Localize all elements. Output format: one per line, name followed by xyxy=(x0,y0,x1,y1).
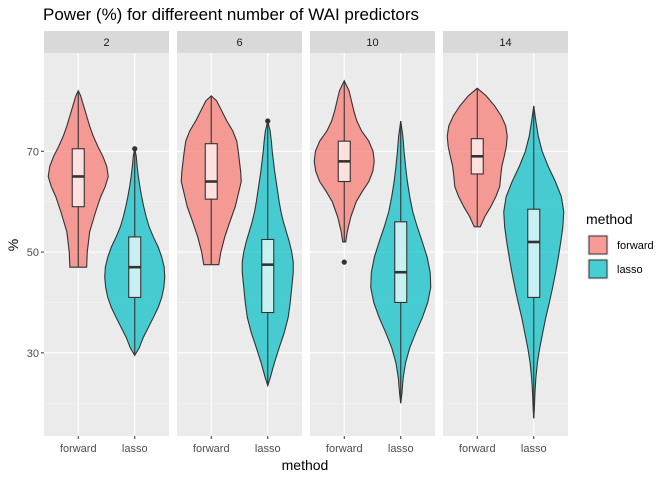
facet-panels: 2 forward lasso 6 forward lasso 10 forward lasso… xyxy=(44,31,568,455)
facet-panel-2: 2 forward lasso xyxy=(44,31,169,455)
chart-title: Power (%) for differeent number of WAI p… xyxy=(43,5,419,24)
outlier-point xyxy=(265,118,271,124)
x-tick-label: forward xyxy=(326,443,363,455)
boxplot-box xyxy=(394,221,408,304)
x-tick-label: forward xyxy=(60,443,97,455)
facet-panel-10: 10 forward lasso xyxy=(310,31,435,455)
y-tick-label: 30 xyxy=(27,348,39,360)
legend-key-forward xyxy=(588,235,608,255)
x-axis-title: method xyxy=(282,457,329,473)
facet-strip xyxy=(177,31,302,53)
legend-label-forward: forward xyxy=(617,240,654,252)
x-tick-label: lasso xyxy=(521,443,547,455)
facet-strip-label: 6 xyxy=(236,37,242,49)
facet-panel-6: 6 forward lasso xyxy=(177,31,302,455)
outlier-point xyxy=(132,146,138,152)
legend-title: method xyxy=(586,211,633,227)
x-tick-label: forward xyxy=(459,443,496,455)
outlier-point xyxy=(341,259,347,265)
facet-strip-label: 2 xyxy=(103,37,109,49)
boxplot-box xyxy=(527,208,541,298)
facet-strip xyxy=(44,31,169,53)
y-axis: 30 50 70 xyxy=(27,146,44,360)
boxplot-box xyxy=(261,238,275,314)
y-axis-title: % xyxy=(5,239,21,251)
legend: method forward lasso xyxy=(586,211,654,280)
facet-panel-14: 14 forward lasso xyxy=(443,31,568,455)
x-tick-label: forward xyxy=(193,443,230,455)
x-tick-label: lasso xyxy=(122,443,148,455)
legend-label-lasso: lasso xyxy=(617,264,643,276)
x-tick-label: lasso xyxy=(388,443,414,455)
facet-strip xyxy=(443,31,568,53)
legend-key-lasso xyxy=(588,259,608,279)
facet-strip-label: 10 xyxy=(366,37,378,49)
y-tick-label: 70 xyxy=(27,146,39,158)
y-tick-label: 50 xyxy=(27,247,39,259)
facet-strip xyxy=(310,31,435,53)
boxplot-box xyxy=(204,143,218,200)
facet-strip-label: 14 xyxy=(499,37,511,49)
x-tick-label: lasso xyxy=(255,443,281,455)
